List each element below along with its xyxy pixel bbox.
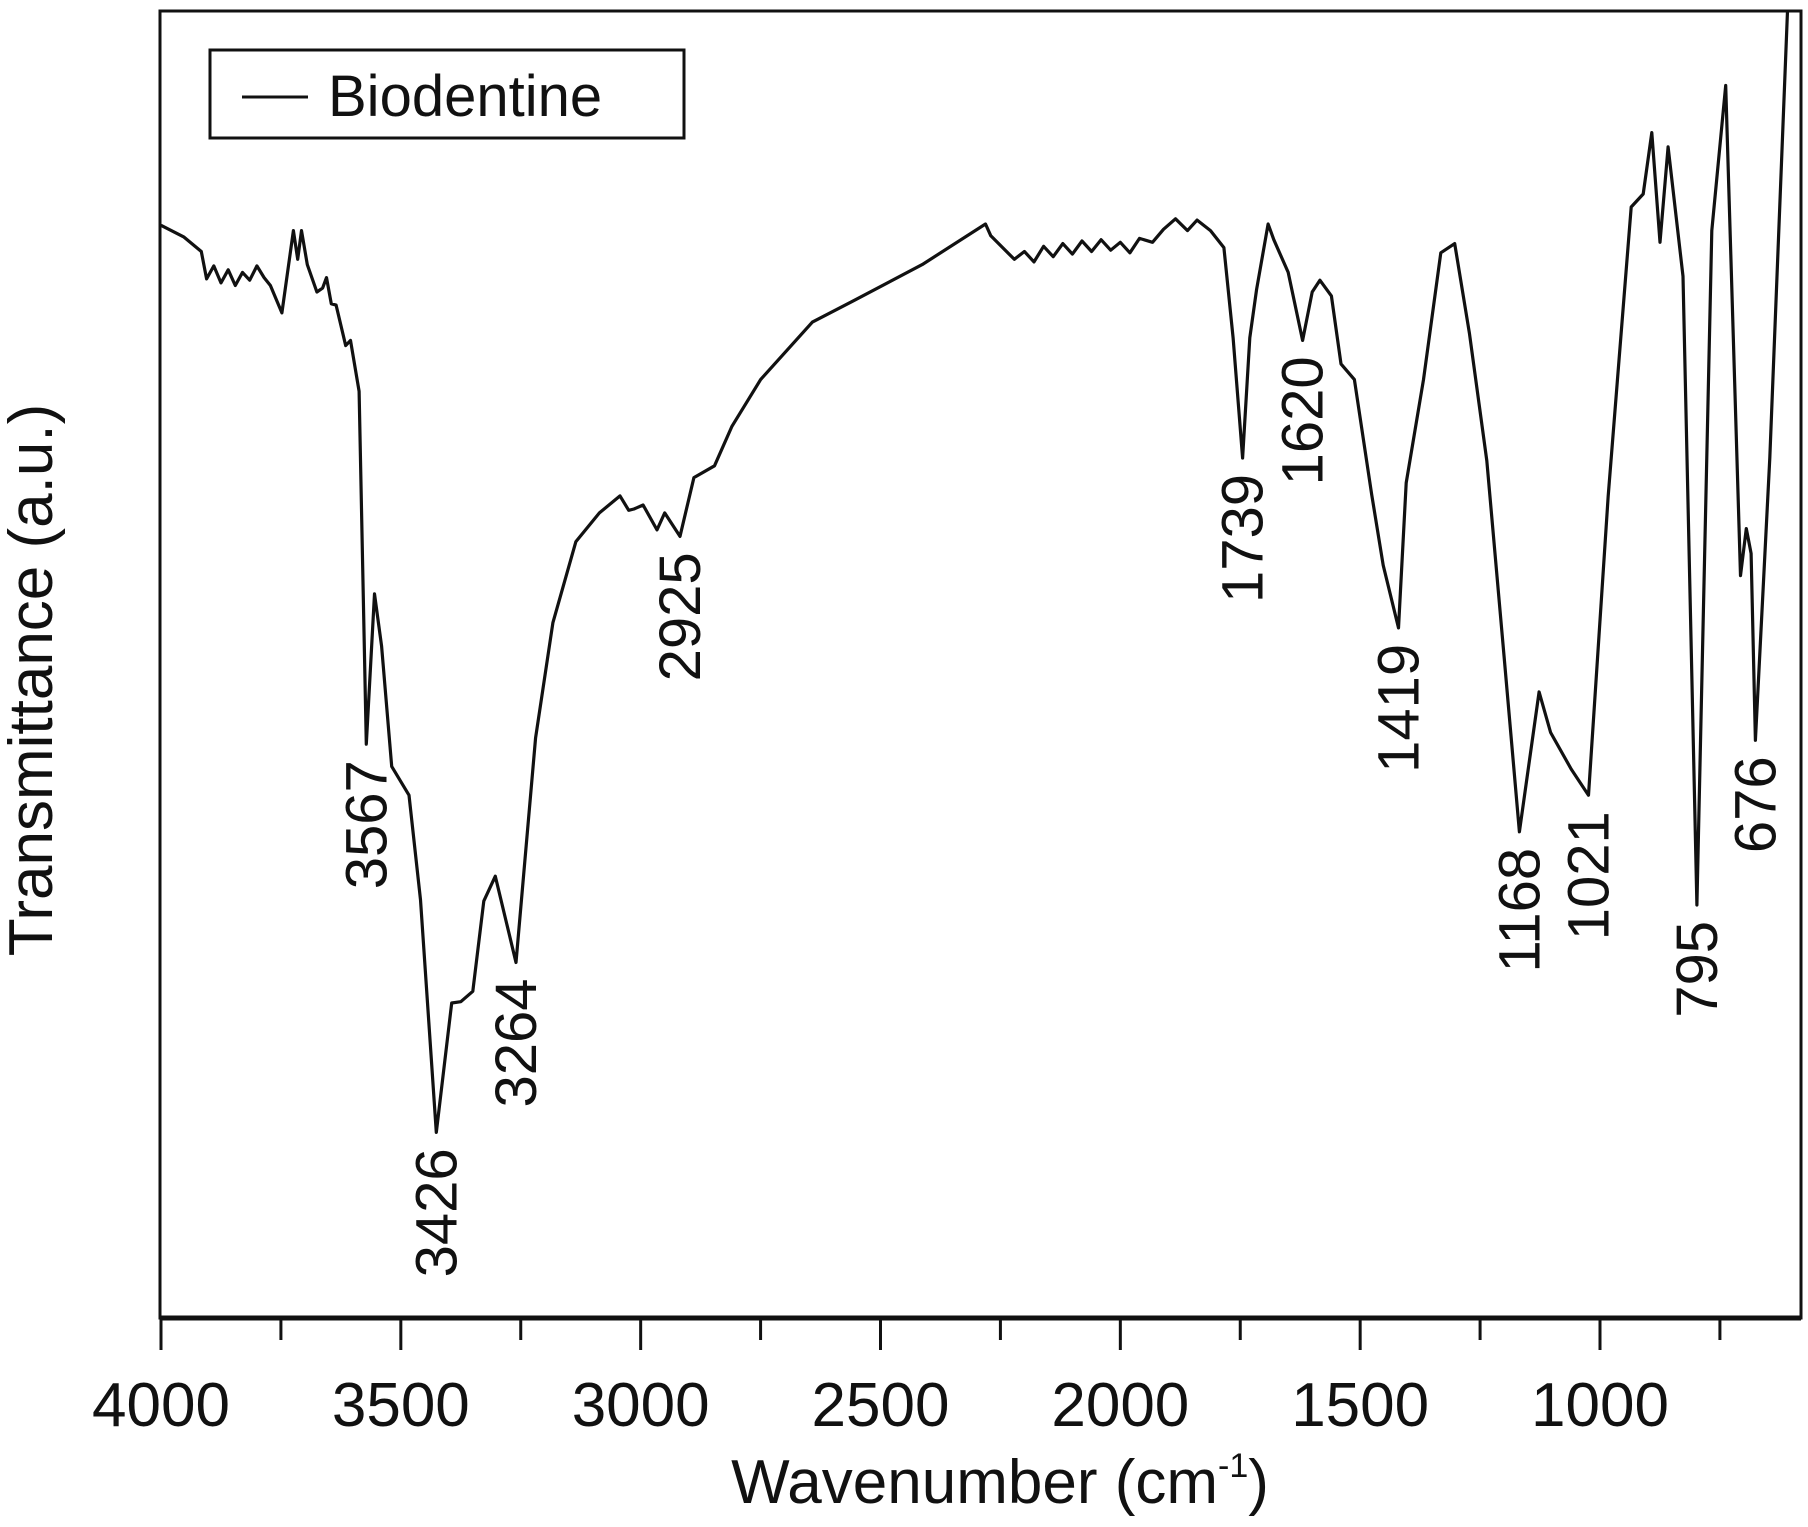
- legend: Biodentine: [208, 48, 686, 140]
- x-tick-label: 2500: [812, 1371, 950, 1440]
- x-tick-label: 1000: [1531, 1371, 1669, 1440]
- x-axis-title: Wavenumber (cm-1): [731, 1447, 1269, 1517]
- x-tick-label: 3000: [572, 1371, 710, 1440]
- peak-label-1168: 1168: [1487, 848, 1552, 973]
- legend-box: [208, 48, 686, 140]
- peak-label-2925: 2925: [648, 552, 713, 681]
- peak-label-3426: 3426: [404, 1148, 469, 1277]
- peak-label-3567: 3567: [334, 760, 399, 889]
- x-axis-title-close: ): [1248, 1448, 1269, 1517]
- legend-entry-biodentine: Biodentine: [328, 64, 602, 129]
- peak-label-1739: 1739: [1211, 474, 1276, 603]
- peak-label-3264: 3264: [484, 979, 549, 1108]
- x-tick-label: 4000: [92, 1371, 230, 1440]
- series-line-biodentine: [160, 10, 1790, 1134]
- y-axis-title: Transmittance (a.u.): [0, 404, 66, 956]
- plot-frame: [158, 9, 1803, 1320]
- x-axis-title-text: Wavenumber (cm: [731, 1448, 1218, 1517]
- x-ticks: [159, 1318, 1722, 1350]
- peak-label-795: 795: [1665, 921, 1730, 1018]
- peak-label-1620: 1620: [1271, 356, 1336, 485]
- peak-label-1021: 1021: [1557, 811, 1622, 940]
- peak-label-676: 676: [1723, 756, 1788, 853]
- x-tick-label: 3500: [332, 1371, 470, 1440]
- x-tick-labels: 4000 3500 3000 2500 2000 1500 1000: [92, 1371, 1669, 1440]
- peak-label-1419: 1419: [1367, 644, 1432, 773]
- x-tick-label: 2000: [1051, 1371, 1189, 1440]
- x-axis-title-superscript: -1: [1218, 1447, 1248, 1485]
- x-tick-label: 1500: [1291, 1371, 1429, 1440]
